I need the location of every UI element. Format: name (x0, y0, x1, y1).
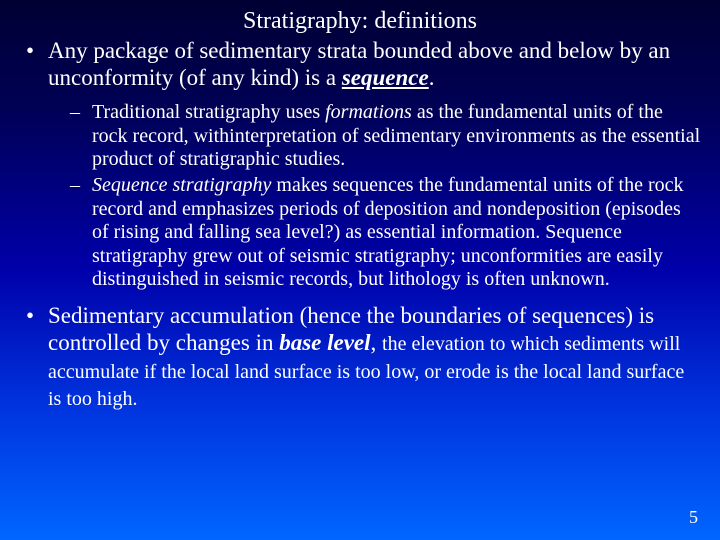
slide-title: Stratigraphy: definitions (18, 8, 702, 35)
bullet-1-text-post: . (429, 65, 435, 90)
page-number: 5 (689, 507, 698, 528)
subbullet-1: Traditional stratigraphy uses formations… (48, 101, 702, 172)
subbullet-1-pre: Traditional stratigraphy uses (92, 101, 325, 123)
bullet-1: Any package of sedimentary strata bounde… (18, 37, 702, 292)
subbullet-2: Sequence stratigraphy makes sequences th… (48, 174, 702, 292)
bullet-2-mid: , (371, 330, 383, 355)
bullet-list-level2: Traditional stratigraphy uses formations… (48, 101, 702, 292)
bullet-1-emph-sequence: sequence (342, 65, 429, 90)
subbullet-2-emph-sequence-stratigraphy: Sequence stratigraphy (92, 174, 271, 196)
bullet-2-emph-base-level: base level (279, 330, 370, 355)
bullet-list-level1: Any package of sedimentary strata bounde… (18, 37, 702, 412)
subbullet-1-emph-formations: formations (325, 101, 412, 123)
bullet-2: Sedimentary accumulation (hence the boun… (18, 302, 702, 412)
